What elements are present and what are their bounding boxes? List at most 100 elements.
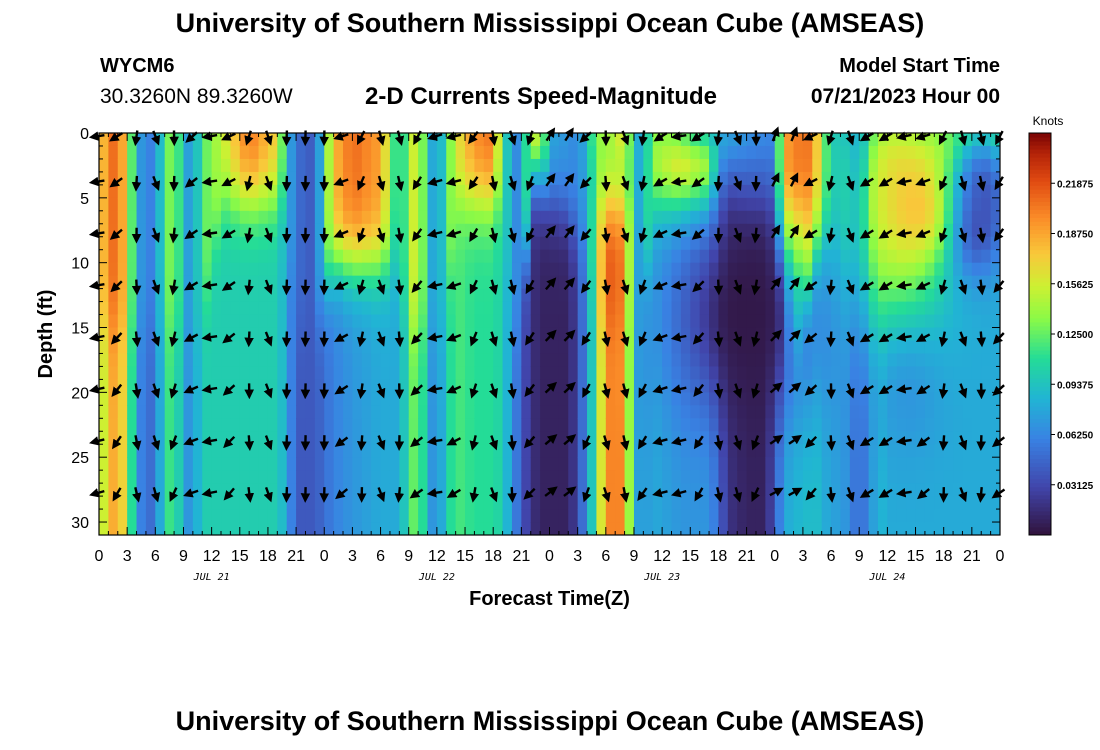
heatmap-cell	[277, 327, 288, 342]
heatmap-cell	[924, 470, 935, 484]
heatmap-cell	[343, 418, 354, 432]
heatmap-cell	[962, 133, 973, 147]
heatmap-cell	[840, 301, 851, 316]
heatmap-cell	[605, 509, 616, 523]
heatmap-cell	[906, 171, 917, 186]
heatmap-cell	[305, 236, 316, 251]
heatmap-cell	[568, 457, 579, 471]
heatmap-cell	[774, 418, 785, 432]
heatmap-cell	[896, 327, 907, 342]
heatmap-cell	[127, 327, 138, 342]
heatmap-cell	[117, 379, 128, 393]
heatmap-cell	[352, 210, 363, 225]
heatmap-cell	[324, 470, 335, 484]
heatmap-cell	[605, 197, 616, 212]
heatmap-cell	[690, 145, 701, 160]
heatmap-cell	[117, 171, 128, 186]
heatmap-cell	[399, 392, 410, 406]
heatmap-cell	[117, 301, 128, 316]
date-label: JUL 21	[193, 572, 230, 583]
heatmap-cell	[371, 197, 382, 212]
heatmap-cell	[652, 301, 663, 316]
heatmap-cell	[399, 379, 410, 393]
heatmap-cell	[906, 444, 917, 458]
x-tick-label: 0	[545, 548, 554, 565]
current-vector	[507, 487, 517, 503]
heatmap-cell	[483, 262, 494, 277]
heatmap-cell	[718, 158, 729, 173]
heatmap-cell	[277, 145, 288, 160]
heatmap-cell	[812, 275, 823, 290]
heatmap-cell	[174, 470, 185, 484]
heatmap-cell	[99, 327, 109, 342]
heatmap-cell	[690, 197, 701, 212]
heatmap-cell	[605, 249, 616, 264]
heatmap-cell	[812, 509, 823, 523]
colorbar-segment	[1029, 257, 1051, 263]
y-tick-label: 0	[80, 126, 89, 143]
heatmap-cell	[577, 509, 588, 523]
heatmap-cell	[587, 496, 598, 510]
x-tick-label: 21	[512, 548, 530, 565]
heatmap-cell	[802, 133, 813, 147]
heatmap-cell	[887, 184, 898, 199]
heatmap-cell	[540, 392, 551, 406]
heatmap-cell	[784, 288, 795, 303]
heatmap-cell	[624, 184, 635, 199]
heatmap-cell	[652, 314, 663, 329]
heatmap-cell	[652, 184, 663, 199]
heatmap-cell	[784, 197, 795, 212]
heatmap-cell	[511, 327, 522, 342]
heatmap-cell	[943, 223, 954, 238]
heatmap-cell	[953, 171, 964, 186]
heatmap-cell	[371, 431, 382, 445]
heatmap-cell	[849, 133, 860, 147]
heatmap-cell	[662, 340, 673, 355]
heatmap-cell	[305, 249, 316, 264]
heatmap-cell	[352, 249, 363, 264]
heatmap-cell	[774, 184, 785, 199]
heatmap-cell	[286, 275, 297, 290]
heatmap-cell	[718, 184, 729, 199]
heatmap-cell	[915, 301, 926, 316]
heatmap-cell	[211, 483, 222, 497]
heatmap-cell	[615, 522, 626, 535]
heatmap-cell	[596, 418, 607, 432]
heatmap-cell	[981, 223, 992, 238]
heatmap-cell	[267, 197, 278, 212]
heatmap-cell	[136, 340, 147, 355]
heatmap-cell	[314, 405, 325, 419]
heatmap-cell	[155, 184, 166, 199]
heatmap-cell	[615, 483, 626, 497]
heatmap-cell	[136, 483, 147, 497]
heatmap-cell	[333, 470, 344, 484]
heatmap-cell	[633, 483, 644, 497]
heatmap-cell	[699, 366, 710, 380]
heatmap-cell	[230, 444, 241, 458]
heatmap-cell	[99, 275, 109, 290]
heatmap-cell	[249, 288, 260, 303]
heatmap-cell	[709, 145, 720, 160]
heatmap-cell	[849, 353, 860, 368]
heatmap-cell	[624, 483, 635, 497]
heatmap-cell	[558, 133, 569, 147]
colorbar-segment	[1029, 157, 1051, 162]
heatmap-cell	[221, 262, 231, 277]
heatmap-cell	[483, 145, 494, 160]
heatmap-cell	[915, 444, 926, 458]
heatmap-cell	[765, 197, 776, 212]
heatmap-cell	[784, 133, 795, 147]
current-vector	[826, 175, 836, 192]
heatmap-cell	[802, 314, 813, 329]
heatmap-cell	[840, 288, 851, 303]
heatmap-cell	[483, 353, 494, 368]
heatmap-cell	[202, 184, 213, 199]
current-vector	[356, 383, 367, 400]
heatmap-cell	[680, 405, 691, 419]
colorbar-segment	[1029, 169, 1051, 174]
colorbar-segment	[1029, 374, 1051, 379]
heatmap-cell	[333, 418, 344, 432]
heatmap-cell	[267, 210, 278, 225]
heatmap-cell	[108, 262, 119, 277]
heatmap-cell	[840, 171, 851, 186]
